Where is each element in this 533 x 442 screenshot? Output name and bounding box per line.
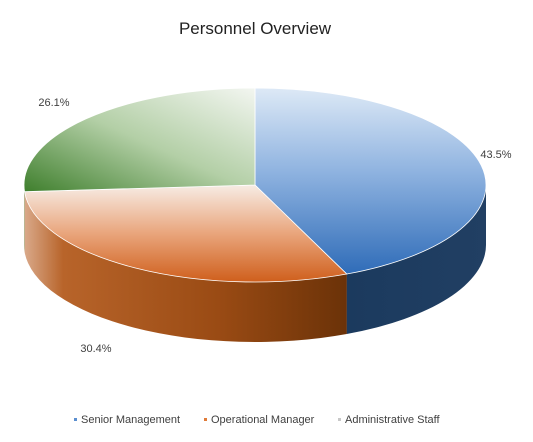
pie-side-administrative-staff (24, 185, 25, 252)
data-label-administrative-staff: 26.1% (38, 97, 69, 109)
data-labels: 43.5% 30.4% 26.1% (38, 97, 511, 355)
legend-marker (338, 418, 341, 421)
pie-slice-administrative-staff[interactable] (23, 87, 256, 193)
legend-label: Operational Manager (211, 414, 315, 426)
data-label-operational-manager: 30.4% (80, 343, 111, 355)
legend-label: Administrative Staff (345, 414, 441, 426)
legend-label: Senior Management (81, 414, 180, 426)
legend-marker (74, 418, 77, 421)
data-label-senior-management: 43.5% (480, 149, 511, 161)
legend-marker (204, 418, 207, 421)
pie-tops (23, 87, 487, 283)
pie-side-senior-management (346, 185, 486, 335)
legend-item-operational-manager[interactable]: Operational Manager (204, 414, 315, 426)
chart-title: Personnel Overview (179, 19, 332, 38)
pie-slice-senior-management[interactable] (254, 87, 487, 275)
pie-side-operational-manager (24, 191, 347, 342)
legend-item-administrative-staff[interactable]: Administrative Staff (338, 414, 441, 426)
legend: Senior Management Operational Manager Admi… (74, 414, 441, 426)
legend-item-senior-management[interactable]: Senior Management (74, 414, 180, 426)
pie-slice-operational-manager[interactable] (24, 184, 348, 283)
